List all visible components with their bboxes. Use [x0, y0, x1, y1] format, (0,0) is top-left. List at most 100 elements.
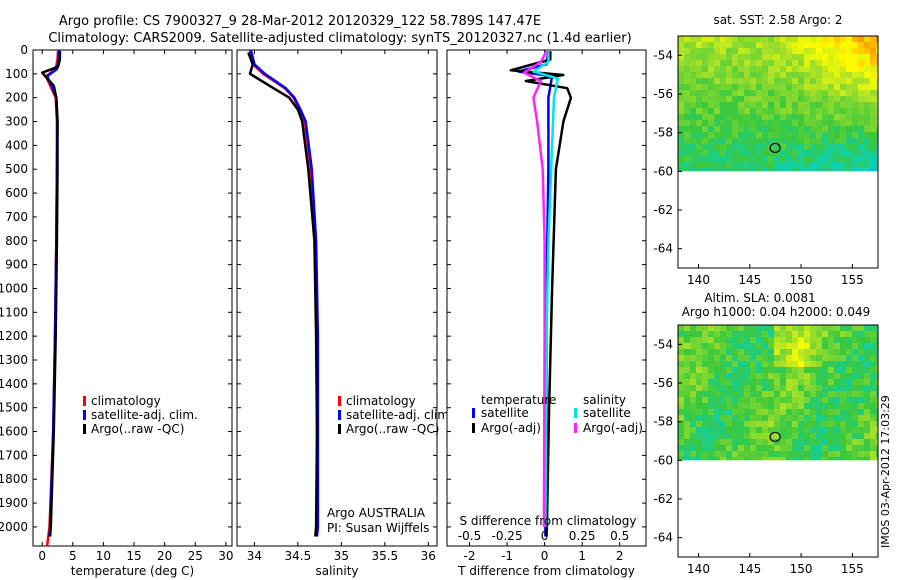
map-cell	[708, 72, 714, 78]
map-cell	[750, 325, 756, 331]
map-cell	[834, 433, 840, 439]
map-cell	[726, 439, 732, 445]
map-cell	[774, 379, 780, 385]
map-cell	[792, 403, 798, 409]
map-cell	[768, 162, 774, 168]
map-cell	[762, 451, 768, 457]
map-cell	[684, 457, 690, 461]
x-tick-label: 140	[687, 562, 710, 576]
map-cell	[744, 451, 750, 457]
map-cell	[726, 403, 732, 409]
map-cell	[708, 132, 714, 138]
map-cell	[816, 397, 822, 403]
map-cell	[714, 337, 720, 343]
map-cell	[786, 36, 792, 42]
map-cell	[726, 132, 732, 138]
map-cell	[870, 120, 876, 126]
map-cell	[732, 48, 738, 54]
map-cell	[798, 349, 804, 355]
map-cell	[852, 162, 858, 168]
map-cell	[720, 397, 726, 403]
map-cell	[714, 168, 720, 172]
map-cell	[870, 391, 876, 397]
map-cell	[816, 60, 822, 66]
map-cell	[738, 48, 744, 54]
map-cell	[738, 397, 744, 403]
map-cell	[876, 150, 878, 156]
map-cell	[702, 54, 708, 60]
map-cell	[714, 457, 720, 461]
map-cell	[768, 72, 774, 78]
map-cell	[756, 343, 762, 349]
legend-swatch	[83, 410, 86, 420]
map-cell	[834, 120, 840, 126]
map-cell	[846, 120, 852, 126]
map-cell	[786, 156, 792, 162]
map-cell	[684, 409, 690, 415]
map-cell	[804, 90, 810, 96]
map-cell	[870, 60, 876, 66]
map-cell	[726, 114, 732, 120]
map-cell	[810, 126, 816, 132]
map-cell	[870, 427, 876, 433]
map-cell	[702, 451, 708, 457]
map-cell	[816, 96, 822, 102]
map-cell	[726, 427, 732, 433]
map-cell	[840, 361, 846, 367]
map-cell	[702, 373, 708, 379]
x-tick-label: 2	[616, 549, 624, 563]
map-cell	[744, 361, 750, 367]
map-cell	[858, 367, 864, 373]
map-cell	[822, 433, 828, 439]
map-cell	[864, 90, 870, 96]
map-cell	[786, 415, 792, 421]
map-cell	[732, 36, 738, 42]
map-cell	[732, 343, 738, 349]
map-cell	[798, 415, 804, 421]
map-cell	[864, 66, 870, 72]
map-cell	[846, 451, 852, 457]
legend-swatch	[574, 423, 577, 433]
map-cell	[720, 120, 726, 126]
map-cell	[684, 126, 690, 132]
map-cell	[732, 391, 738, 397]
map-cell	[858, 66, 864, 72]
map-cell	[834, 349, 840, 355]
map-cell	[840, 427, 846, 433]
map-cell	[870, 132, 876, 138]
map-cell	[786, 66, 792, 72]
map-cell	[756, 391, 762, 397]
map-cell	[738, 60, 744, 66]
map-cell	[804, 349, 810, 355]
legend-swatch	[472, 423, 475, 433]
map-cell	[792, 457, 798, 461]
map-cell	[780, 84, 786, 90]
map-cell	[774, 349, 780, 355]
map-cell	[864, 36, 870, 42]
map-cell	[858, 439, 864, 445]
map-cell	[702, 415, 708, 421]
map-cell	[792, 361, 798, 367]
map-cell	[870, 126, 876, 132]
map-cell	[762, 72, 768, 78]
map-cell	[768, 391, 774, 397]
map-cell	[798, 42, 804, 48]
x-tick-label: 36	[421, 549, 436, 563]
map-cell	[816, 331, 822, 337]
map-cell	[858, 156, 864, 162]
map-cell	[810, 54, 816, 60]
map-cell	[774, 433, 780, 439]
map-cell	[708, 156, 714, 162]
map-cell	[768, 385, 774, 391]
map-cell	[864, 439, 870, 445]
map-cell	[858, 391, 864, 397]
map-cell	[846, 373, 852, 379]
map-cell	[696, 451, 702, 457]
map-cell	[834, 343, 840, 349]
map-cell	[858, 403, 864, 409]
map-cell	[870, 162, 876, 168]
map-cell	[774, 144, 780, 150]
map-cell	[702, 108, 708, 114]
